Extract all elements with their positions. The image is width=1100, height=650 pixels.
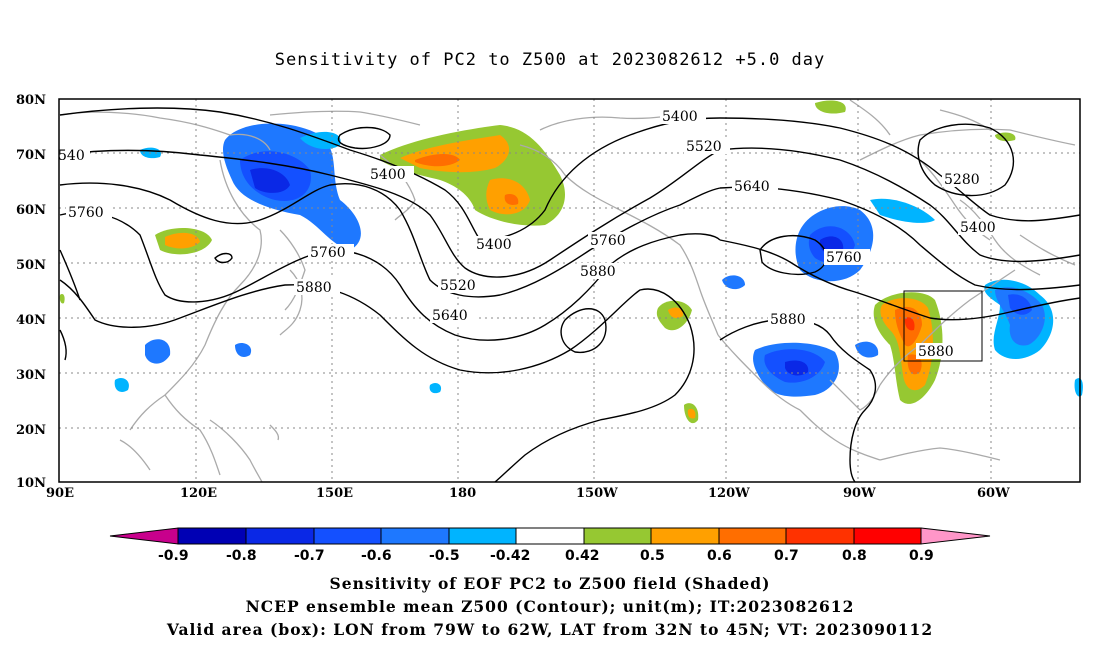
contour-label: 5520 <box>440 278 476 294</box>
lat-label: 30N <box>16 368 46 383</box>
lat-label: 50N <box>16 258 46 273</box>
contour-label: 5880 <box>770 312 806 328</box>
colorbar-label: 0.6 <box>707 548 732 564</box>
colorbar-bin <box>650 527 720 545</box>
lat-axis: 80N 70N 60N 50N 40N 30N 20N 10N <box>16 93 46 491</box>
contour-label: 5640 <box>734 179 770 195</box>
lon-label: 90E <box>46 486 74 501</box>
gridlines <box>59 99 1080 482</box>
colorbar-label: -0.8 <box>226 548 257 564</box>
contour-label: 5400 <box>370 167 406 183</box>
contour-label: 5760 <box>68 205 104 221</box>
lat-label: 10N <box>16 476 46 491</box>
colorbar-label: -0.42 <box>490 548 530 564</box>
contour-label: 5400 <box>960 220 996 236</box>
colorbar-bin <box>785 527 855 545</box>
valid-area-box <box>903 290 983 362</box>
contour-label: 5520 <box>686 139 722 155</box>
lat-label: 70N <box>16 148 46 163</box>
lon-label: 60W <box>977 486 1010 501</box>
contour-label: 5760 <box>590 233 626 249</box>
colorbar-label: 0.5 <box>640 548 665 564</box>
contour-label: 5400 <box>476 237 512 253</box>
colorbar-label: -0.5 <box>429 548 460 564</box>
colorbar-min-arrow <box>109 527 179 545</box>
colorbar-bin <box>380 527 450 545</box>
contour-label: 5280 <box>944 172 980 188</box>
colorbar-label: -0.6 <box>361 548 392 564</box>
contour-label: 5760 <box>826 250 862 266</box>
footer-line-2: NCEP ensemble mean Z500 (Contour); unit(… <box>245 597 855 616</box>
contour-label: 5760 <box>310 245 346 261</box>
z500-contours <box>59 107 1081 483</box>
contour-label: 5640 <box>432 308 468 324</box>
colorbar-label: 0.9 <box>909 548 934 564</box>
lon-label: 150W <box>576 486 618 501</box>
colorbar-bin <box>448 527 517 545</box>
colorbar-bin <box>245 527 315 545</box>
colorbar-bin <box>177 527 247 545</box>
lat-label: 20N <box>16 423 46 438</box>
footer-line-1: Sensitivity of EOF PC2 to Z500 field (Sh… <box>329 574 771 593</box>
lon-axis: 90E 120E 150E 180 150W 120W 90W 60W <box>46 486 1010 501</box>
colorbar-label: -0.9 <box>158 548 189 564</box>
lon-label: 150E <box>316 486 353 501</box>
lat-label: 60N <box>16 203 46 218</box>
lon-label: 120E <box>180 486 217 501</box>
colorbar-bin <box>313 527 382 545</box>
colorbar-bin <box>718 527 787 545</box>
lon-label: 120W <box>708 486 750 501</box>
contour-label: 5880 <box>580 264 616 280</box>
colorbar-label: 0.7 <box>774 548 799 564</box>
contour-label: 5400 <box>662 109 698 125</box>
colorbar-bin <box>583 527 652 545</box>
lat-label: 80N <box>16 93 46 108</box>
map-frame <box>58 98 1081 483</box>
contour-label: 5880 <box>296 280 332 296</box>
contour-label: 5880 <box>918 344 954 360</box>
footer-line-3: Valid area (box): LON from 79W to 62W, L… <box>166 620 934 639</box>
contour-label-clipped: 540 <box>58 148 85 164</box>
colorbar-label: 0.8 <box>842 548 867 564</box>
coastline-layer <box>59 99 1076 483</box>
lat-label: 40N <box>16 313 46 328</box>
colorbar-bin <box>515 527 585 545</box>
contour-labels: 5400 5520 5640 5280 5400 5400 5400 5520 … <box>56 108 1004 360</box>
colorbar-label: -0.7 <box>294 548 325 564</box>
shading-layer <box>59 100 1083 424</box>
colorbar-max-arrow <box>920 527 991 545</box>
plot-title: Sensitivity of PC2 to Z500 at 2023082612… <box>274 50 826 70</box>
colorbar-bin <box>853 527 922 545</box>
colorbar-label: 0.42 <box>565 548 600 564</box>
lon-label: 180 <box>449 486 476 501</box>
lon-label: 90W <box>843 486 876 501</box>
colorbar: -0.9 -0.8 -0.7 -0.6 -0.5 -0.42 0.42 0.5 … <box>109 527 991 564</box>
